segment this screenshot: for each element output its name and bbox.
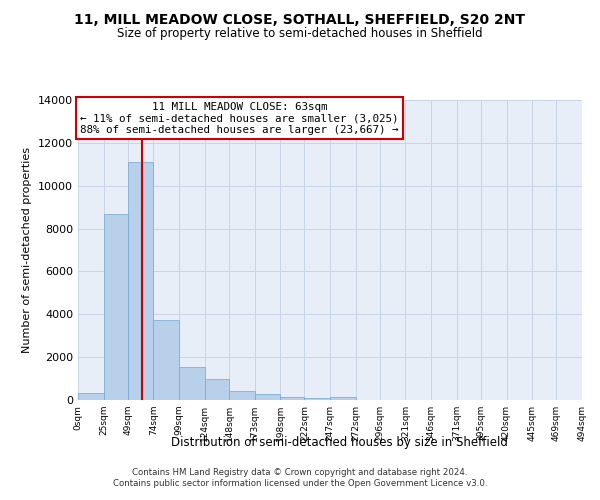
Y-axis label: Number of semi-detached properties: Number of semi-detached properties [22,147,32,353]
Bar [254,394,280,400]
Bar [304,398,330,400]
Bar [205,378,229,400]
Text: Distribution of semi-detached houses by size in Sheffield: Distribution of semi-detached houses by … [170,436,508,449]
Bar [280,396,304,400]
Bar [154,320,179,400]
Bar [330,398,356,400]
Bar [179,367,205,400]
Bar [78,392,104,400]
Bar [128,162,154,400]
Text: Size of property relative to semi-detached houses in Sheffield: Size of property relative to semi-detach… [117,28,483,40]
Bar [104,214,128,400]
Text: Contains HM Land Registry data © Crown copyright and database right 2024.
Contai: Contains HM Land Registry data © Crown c… [113,468,487,487]
Text: 11, MILL MEADOW CLOSE, SOTHALL, SHEFFIELD, S20 2NT: 11, MILL MEADOW CLOSE, SOTHALL, SHEFFIEL… [74,12,526,26]
Bar [229,392,254,400]
Text: 11 MILL MEADOW CLOSE: 63sqm
← 11% of semi-detached houses are smaller (3,025)
88: 11 MILL MEADOW CLOSE: 63sqm ← 11% of sem… [80,102,398,134]
